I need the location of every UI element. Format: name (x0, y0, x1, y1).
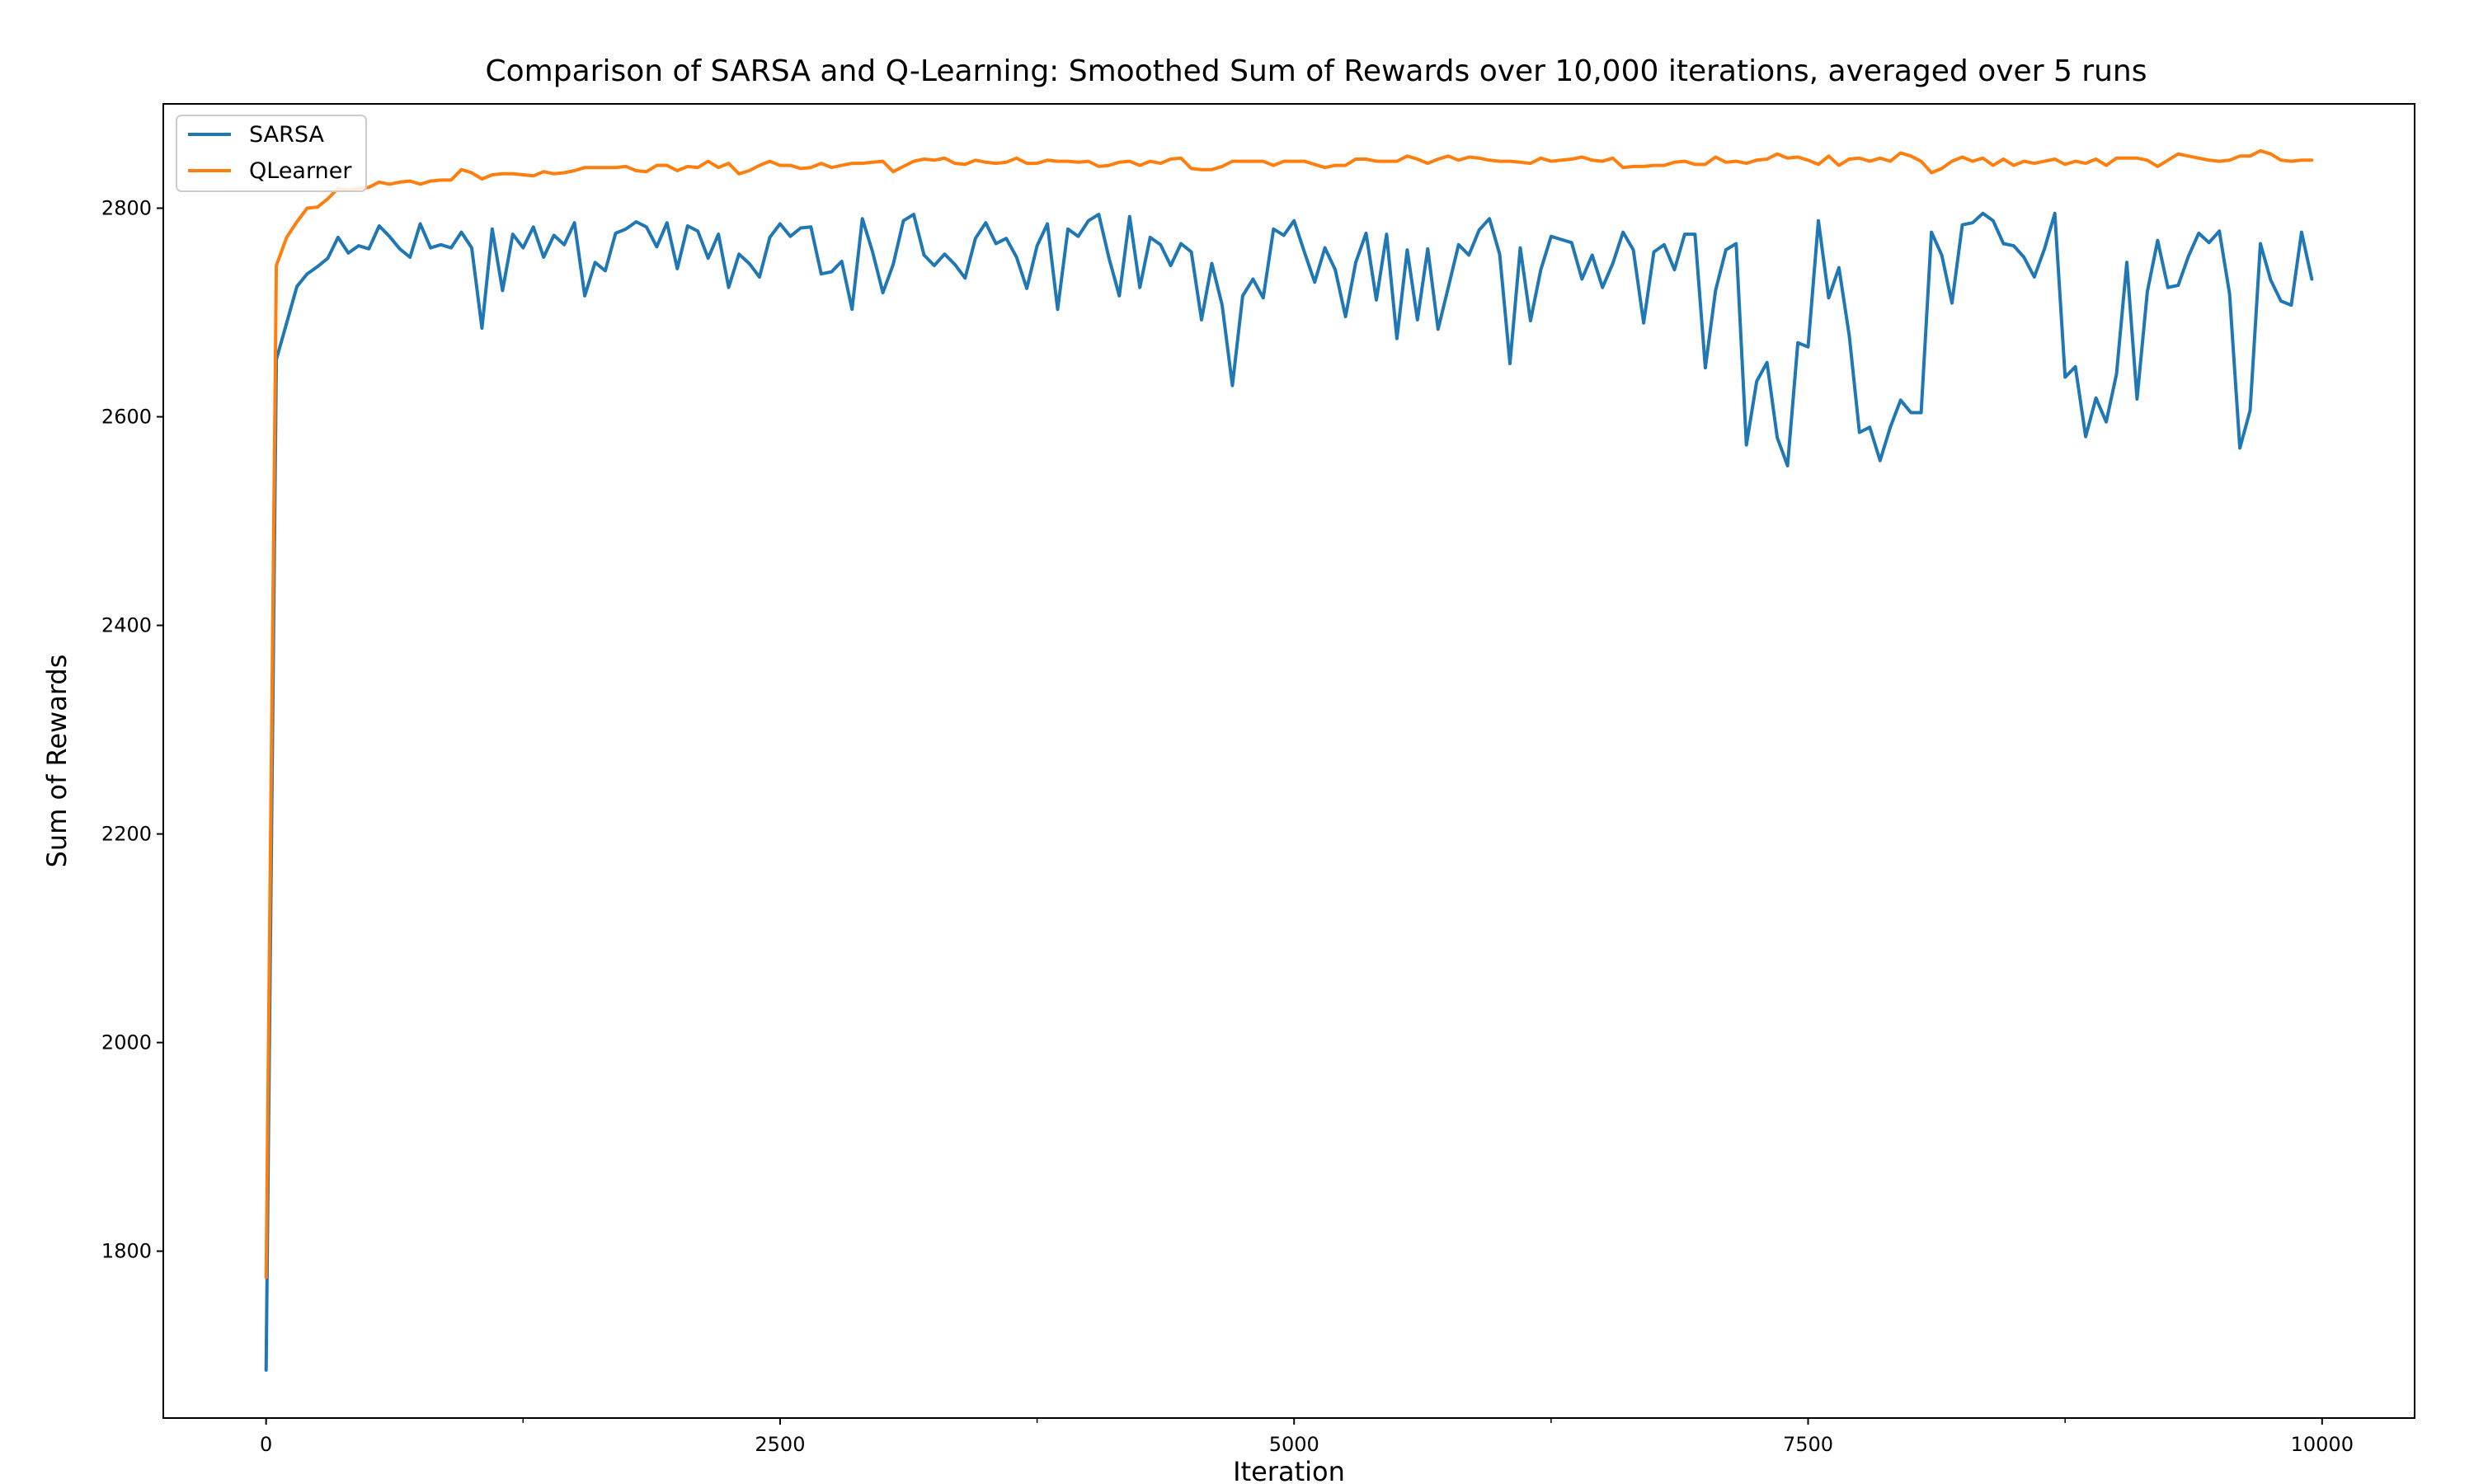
x-tick-label: 7500 (1783, 1433, 1833, 1456)
x-tick-label: 2500 (755, 1433, 805, 1456)
x-axis-label: Iteration (1233, 1456, 1345, 1484)
y-tick-label: 2000 (101, 1031, 152, 1054)
axes-frame (162, 103, 2415, 1419)
legend: SARSA QLearner (176, 115, 367, 192)
series-line-sarsa (264, 211, 2314, 1372)
y-tick-label: 2600 (101, 406, 152, 429)
y-tick-label: 1800 (101, 1240, 152, 1263)
legend-label-qlearner: QLearner (249, 158, 352, 184)
plot-area: 0 2500 5000 7500 10000 1800 2000 2200 2400 2600 2… (101, 103, 2415, 1456)
y-tick-label: 2400 (101, 614, 152, 637)
x-tick-label: 0 (260, 1433, 272, 1456)
y-tick-label: 2200 (101, 823, 152, 846)
chart-title: Comparison of SARSA and Q-Learning: Smoo… (486, 54, 2147, 88)
x-tick-label: 5000 (1269, 1433, 1319, 1456)
y-axis: 1800 2000 2200 2400 2600 2800 (101, 197, 163, 1263)
series-line-qlearner (264, 148, 2314, 1280)
legend-label-sarsa: SARSA (249, 122, 325, 148)
x-axis: 0 2500 5000 7500 10000 (260, 1418, 2354, 1456)
y-tick-label: 2800 (101, 197, 152, 220)
x-tick-label: 10000 (2291, 1433, 2354, 1456)
series-lines (264, 148, 2314, 1372)
y-axis-label: Sum of Rewards (41, 655, 73, 868)
